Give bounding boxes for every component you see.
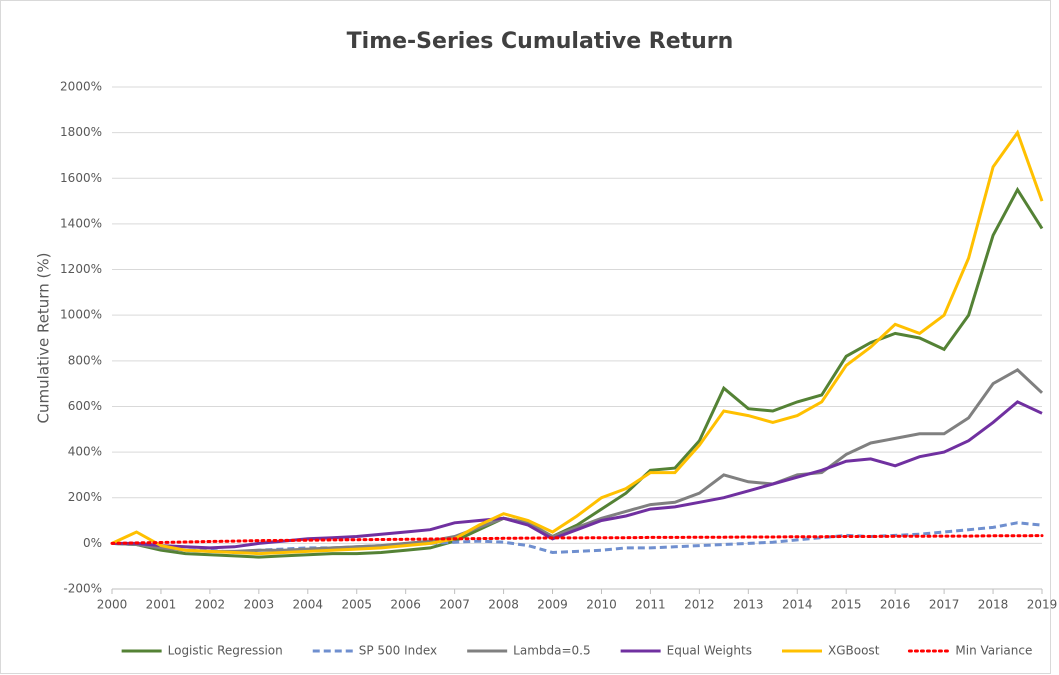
x-tick-label: 2013	[733, 598, 764, 612]
y-tick-label: 1400%	[60, 216, 102, 230]
y-tick-label: 1200%	[60, 262, 102, 276]
y-tick-label: 600%	[68, 399, 102, 413]
x-tick-label: 2015	[831, 598, 862, 612]
x-tick-label: 2019	[1027, 598, 1058, 612]
x-tick-label: 2006	[390, 598, 421, 612]
x-tick-label: 2017	[929, 598, 960, 612]
x-tick-label: 2009	[537, 598, 568, 612]
y-tick-label: 0%	[83, 536, 102, 550]
x-tick-label: 2001	[146, 598, 177, 612]
y-tick-label: 2000%	[60, 80, 102, 94]
x-tick-label: 2007	[439, 598, 470, 612]
x-tick-label: 2003	[244, 598, 275, 612]
y-tick-label: 1000%	[60, 308, 102, 322]
x-tick-label: 2010	[586, 598, 617, 612]
legend-label: Lambda=0.5	[513, 644, 590, 658]
legend-label: Equal Weights	[667, 644, 752, 658]
y-tick-label: 1800%	[60, 125, 102, 139]
y-tick-label: 400%	[68, 445, 102, 459]
y-tick-label: 200%	[68, 490, 102, 504]
legend-label: Logistic Regression	[168, 644, 283, 658]
x-tick-label: 2000	[97, 598, 128, 612]
legend-label: Min Variance	[955, 644, 1032, 658]
x-tick-label: 2002	[195, 598, 226, 612]
series-line	[111, 368, 1044, 553]
series-line	[111, 186, 1044, 559]
legend-label: XGBoost	[828, 644, 880, 658]
series-line	[111, 129, 1044, 556]
x-tick-label: 2018	[978, 598, 1009, 612]
chart-title: Time-Series Cumulative Return	[347, 29, 734, 54]
x-tick-label: 2011	[635, 598, 666, 612]
x-tick-label: 2014	[782, 598, 813, 612]
series-line	[110, 534, 1044, 545]
y-tick-label: 1600%	[60, 171, 102, 185]
x-tick-label: 2012	[684, 598, 715, 612]
y-tick-label: -200%	[63, 582, 102, 596]
x-tick-label: 2004	[293, 598, 324, 612]
y-axis-label: Cumulative Return (%)	[35, 253, 53, 424]
series-line	[112, 400, 1043, 550]
x-tick-label: 2008	[488, 598, 519, 612]
y-tick-label: 800%	[68, 353, 102, 367]
legend-label: SP 500 Index	[359, 644, 437, 658]
x-tick-label: 2016	[880, 598, 911, 612]
x-tick-label: 2005	[341, 598, 372, 612]
